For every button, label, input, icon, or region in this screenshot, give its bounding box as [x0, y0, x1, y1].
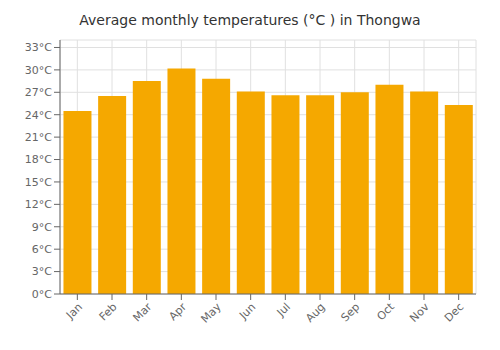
svg-text:Aug: Aug: [303, 300, 327, 324]
html-text:Average monthly temperatures (: Average monthly temperatures (°C ) in Th…: [79, 12, 421, 28]
svg-text:6°C: 6°C: [32, 243, 52, 256]
svg-text:30°C: 30°C: [25, 64, 52, 77]
svg-text:Jul: Jul: [274, 300, 293, 319]
svg-text:18°C: 18°C: [25, 153, 52, 166]
svg-text:Oct: Oct: [374, 300, 397, 323]
svg-text:Nov: Nov: [407, 300, 432, 325]
svg-text:27°C: 27°C: [25, 86, 52, 99]
svg-text:33°C: 33°C: [25, 41, 52, 54]
svg-text:12°C: 12°C: [25, 198, 52, 211]
svg-text:9°C: 9°C: [32, 221, 52, 234]
svg-text:Feb: Feb: [97, 300, 120, 323]
svg-text:21°C: 21°C: [25, 131, 52, 144]
svg-text:3°C: 3°C: [32, 265, 52, 278]
svg-text:15°C: 15°C: [25, 176, 52, 189]
svg-text:Jun: Jun: [236, 300, 258, 322]
svg-text:24°C: 24°C: [25, 109, 52, 122]
svg-text:Sep: Sep: [338, 300, 362, 324]
svg-text:Jan: Jan: [63, 300, 85, 322]
svg-text:Mar: Mar: [130, 300, 154, 324]
svg-text:0°C: 0°C: [32, 288, 52, 301]
svg-text:Dec: Dec: [442, 300, 466, 324]
svg-text:May: May: [198, 300, 224, 326]
svg-text:Apr: Apr: [166, 300, 189, 323]
